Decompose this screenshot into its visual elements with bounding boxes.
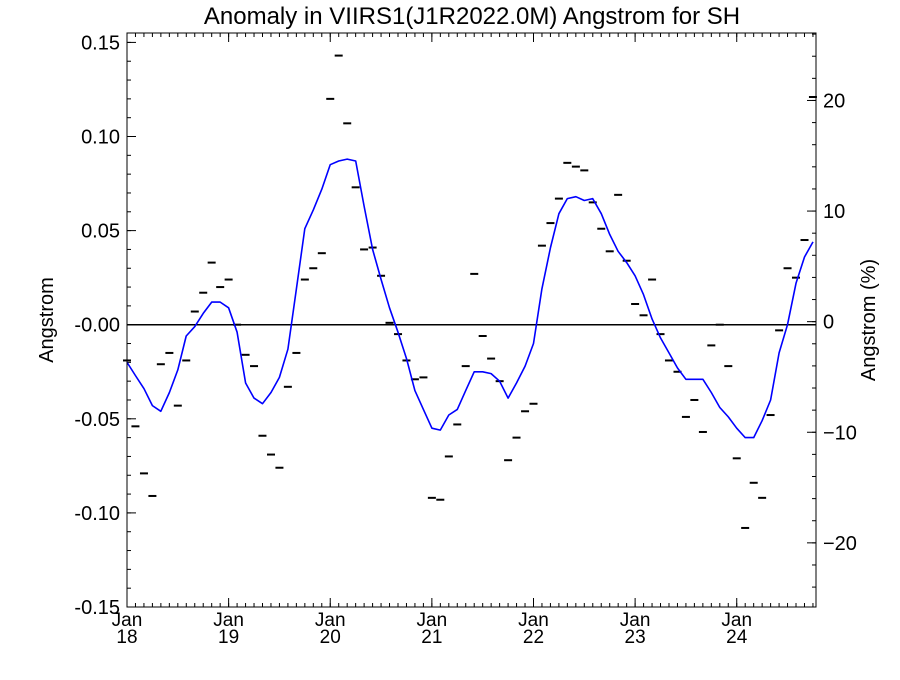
x-tick-label-month: Jan [417,610,448,631]
x-tick-label-year: 19 [218,627,239,648]
chart-title: Anomaly in VIIRS1(J1R2022.0M) Angstrom f… [204,3,740,30]
x-tick-label-month: Jan [315,610,346,631]
y-tick-label: -0.05 [74,409,120,431]
y-right-tick-label: 20 [823,90,845,112]
x-tick-label-year: 23 [625,627,646,648]
y-tick-label: 0.05 [81,221,120,243]
y-axis-label-right: Angstrom (%) [858,259,880,381]
x-tick-label-month: Jan [620,610,651,631]
y-right-tick-label: 0 [823,312,834,334]
plot-frame [126,32,817,608]
y-tick-label: 0.15 [81,32,120,54]
y-right-tick-label: −10 [823,422,857,444]
x-tick-label-year: 21 [421,627,442,648]
x-tick-label-year: 20 [320,627,341,648]
y-axis-label-left: Angstrom [36,277,58,363]
tick-label-layer: 0.15 0.10 0.05 -0.00 -0.05 -0.10 -0.15 20 10 0 −10… [74,32,857,648]
y-right-tick-label: 10 [823,201,845,223]
x-tick-label-year: 18 [116,627,137,648]
x-tick-label-year: 24 [726,627,748,648]
smoothed-series-line [126,158,814,439]
x-tick-label-month: Jan [721,610,752,631]
x-tick-label-month: Jan [213,610,244,631]
y-right-tick-label: −20 [823,533,857,555]
x-tick-label-year: 22 [523,627,544,648]
x-tick-label-month: Jan [518,610,549,631]
data-layer [123,54,817,529]
y-tick-label: 0.10 [81,127,120,149]
axes-layer [126,33,816,608]
y-tick-label: -0.10 [74,503,120,525]
y-tick-label: -0.00 [74,315,120,337]
x-tick-label-month: Jan [112,610,143,631]
y-tick-label: -0.15 [74,597,120,619]
